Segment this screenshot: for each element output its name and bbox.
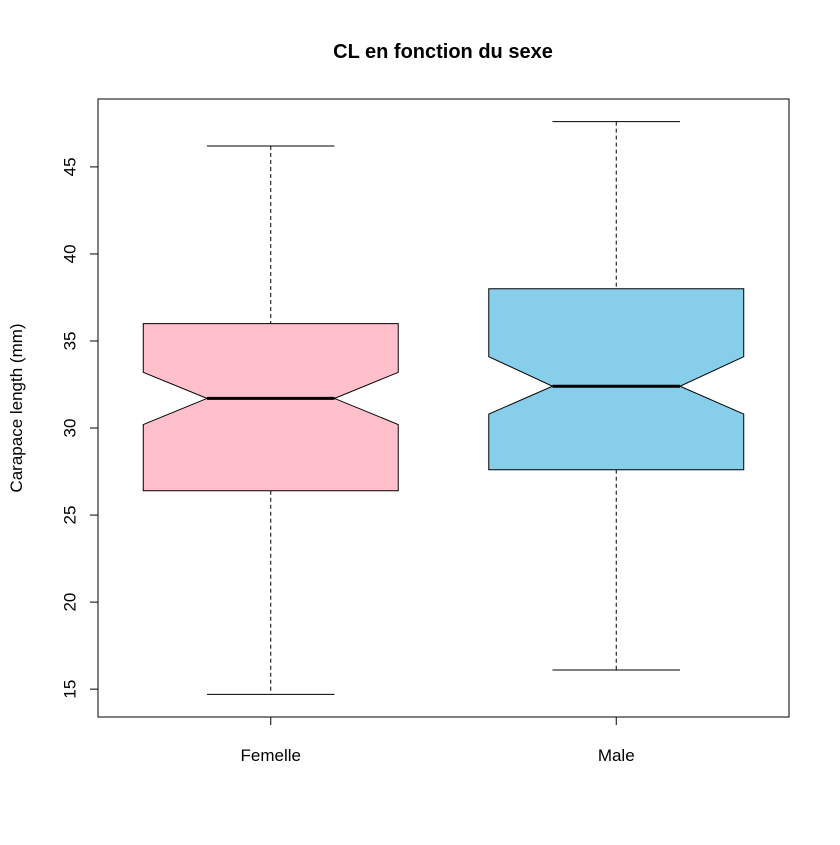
boxes-group [142,121,745,695]
notched-box [142,323,399,492]
x-tick-label: Femelle [241,746,301,765]
y-axis: 15 20 25 30 35 40 45 [61,157,99,699]
y-tick-label: 20 [61,593,80,612]
x-tick-label: Male [598,746,635,765]
notched-box [488,288,745,471]
y-tick-label: 30 [61,419,80,438]
y-tick-label: 25 [61,506,80,525]
chart-title: CL en fonction du sexe [333,41,553,63]
y-tick-label: 40 [61,244,80,263]
box-femelle [142,145,399,695]
y-tick-label: 35 [61,332,80,351]
y-tick-label: 45 [61,157,80,176]
y-axis-label: Carapace length (mm) [7,323,26,492]
x-axis: Femelle Male [241,717,635,765]
y-tick-label: 15 [61,680,80,699]
box-male [488,121,745,671]
